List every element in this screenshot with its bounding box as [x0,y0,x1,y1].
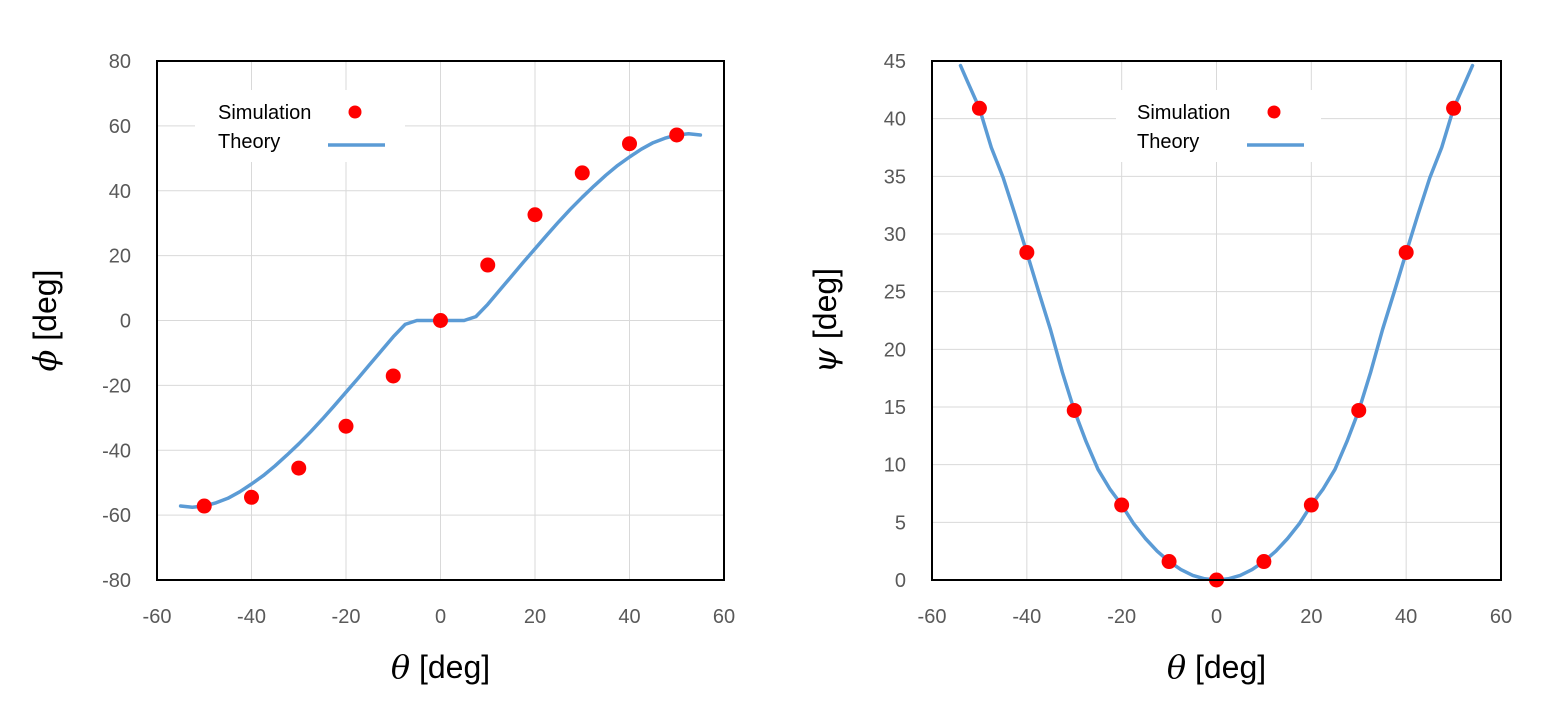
chart-2: -60 -40 -20 0 20 40 60 0 5 10 15 20 25 30 35 40 45 θ [deg… [806,51,1512,686]
simulation-point [1398,244,1414,260]
x-tick-label: 40 [1395,606,1417,628]
y-tick-label: 5 [895,512,906,534]
legend-background [195,90,405,162]
x-axis-title: θ [deg] [391,648,490,686]
simulation-point [244,489,259,505]
simulation-point [622,136,637,152]
y-tick-label: 25 [884,282,906,304]
x-axis-title: θ [deg] [1167,648,1266,686]
x-tick-label: -40 [1012,606,1041,628]
simulation-point [1019,244,1035,260]
legend-marker-simulation [1267,105,1281,119]
y-tick-label: -60 [102,505,131,527]
legend-marker-simulation [348,105,362,119]
y-tick-label: -80 [102,570,131,592]
simulation-point [1351,402,1367,418]
y-tick-label: 40 [884,109,906,131]
simulation-point [1303,497,1319,513]
x-tick-label: -20 [1107,606,1136,628]
y-tick-label: 35 [884,166,906,188]
simulation-point [527,207,543,223]
simulation-point [433,313,448,328]
simulation-point [480,257,496,273]
y-tick-label: 15 [884,397,906,419]
y-tick-label: 45 [884,51,906,73]
x-tick-label: 40 [618,606,640,628]
y-tick-label: 10 [884,455,906,477]
simulation-point [1446,100,1462,116]
x-tick-label: -60 [143,606,172,628]
plot-frame [156,60,725,581]
simulation-point [574,165,590,181]
y-axis-title: ϕ [deg] [26,270,64,372]
y-tick-label: 0 [895,570,906,592]
chart-1: -60 -40 -20 0 20 40 60 -80 -60 -40 -20 0 20 40 60 80 θ [… [26,51,735,686]
y-tick-label: 60 [109,116,131,138]
legend-label-theory: Theory [218,131,280,153]
simulation-point [338,418,354,434]
simulation-point [1066,402,1082,418]
simulation-point [385,368,401,384]
x-tick-label: 0 [435,606,446,628]
simulation-point [1161,554,1177,570]
simulation-point [669,127,685,143]
y-tick-label: 20 [109,246,131,268]
y-tick-label: 40 [109,181,131,203]
y-axis-title: ψ [deg] [806,268,844,373]
legend: Simulation Theory [1116,90,1321,162]
legend-label-simulation: Simulation [1137,102,1230,124]
y-tick-label: -20 [102,375,131,397]
x-tick-label: 20 [1300,606,1322,628]
legend-label-simulation: Simulation [218,102,311,124]
simulation-point [1256,554,1272,570]
y-tick-label: -40 [102,440,131,462]
x-tick-label: -40 [237,606,266,628]
y-tick-label: 20 [884,339,906,361]
x-tick-label: 20 [524,606,546,628]
x-tick-label: -20 [332,606,361,628]
plot-frame [931,60,1502,581]
y-tick-label: 30 [884,224,906,246]
y-tick-label: 0 [120,311,131,333]
y-tick-label: 80 [109,51,131,73]
x-tick-label: 60 [713,606,735,628]
simulation-point [196,498,212,514]
simulation-point [971,100,987,116]
legend-label-theory: Theory [1137,131,1199,153]
simulation-point [291,460,307,476]
legend: Simulation Theory [195,90,405,162]
legend-background [1116,90,1321,162]
x-tick-label: 0 [1211,606,1222,628]
simulation-point [1114,497,1130,513]
x-tick-label: 60 [1490,606,1512,628]
x-tick-label: -60 [918,606,947,628]
